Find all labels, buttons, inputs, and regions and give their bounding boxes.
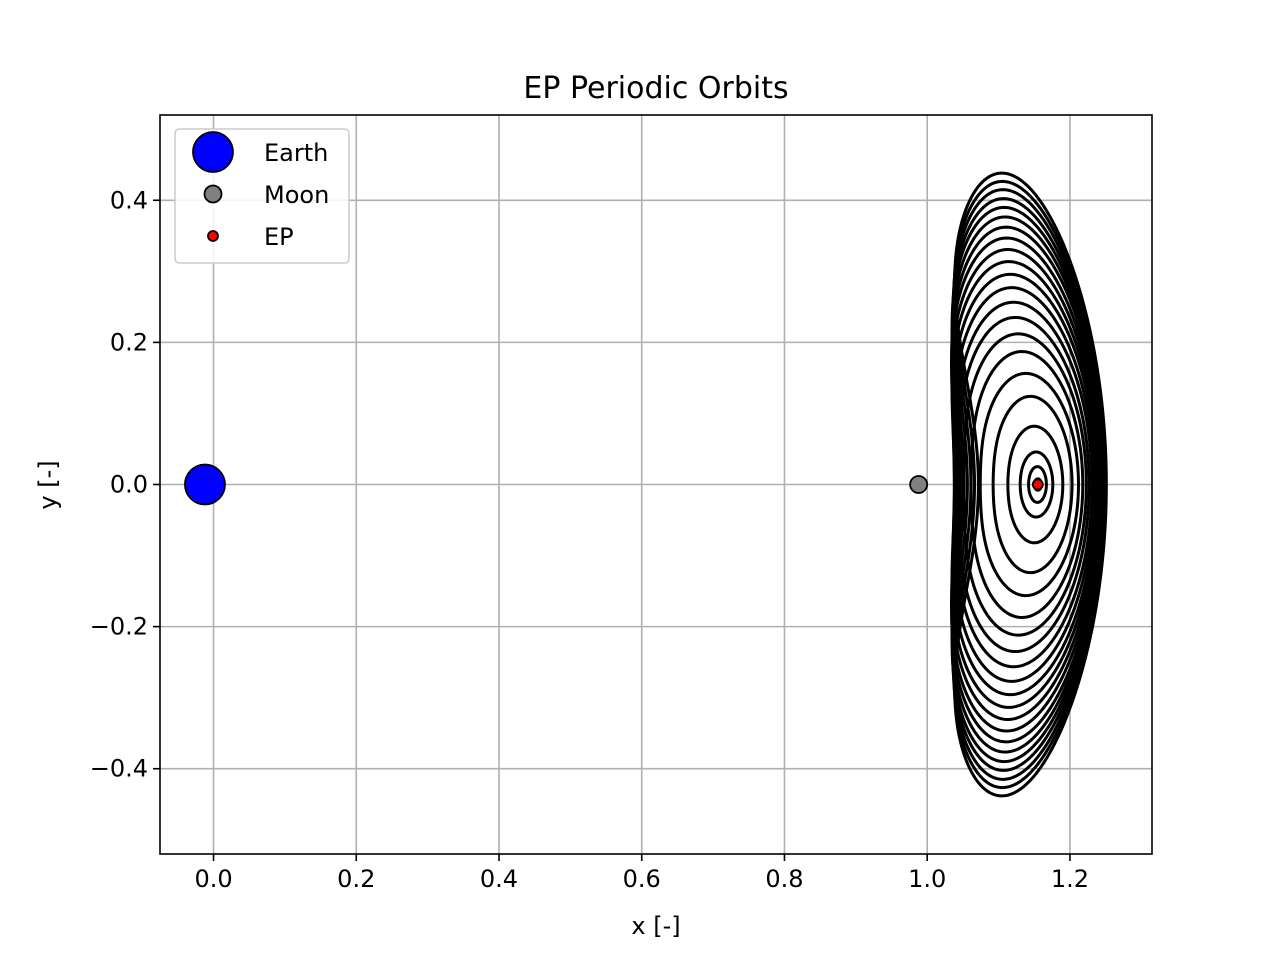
orbit-line (950, 215, 1105, 754)
orbit-line (951, 188, 1107, 781)
legend-marker-moon (203, 184, 223, 204)
x-tick-label: 1.0 (908, 865, 946, 893)
orbit-line (952, 179, 1108, 790)
legend: Earth Moon EP (174, 128, 350, 264)
y-tick-label: −0.2 (90, 613, 148, 641)
ep-marker (1031, 478, 1044, 491)
x-tick-label: 0.6 (623, 865, 661, 893)
orbit-line (1018, 450, 1055, 519)
plot-area (184, 171, 1108, 798)
moon-marker (909, 475, 929, 494)
x-tick-label: 0.8 (765, 865, 803, 893)
legend-marker-earth (192, 131, 234, 173)
legend-label-earth: Earth (264, 139, 328, 167)
y-tick-label: 0.2 (110, 328, 148, 356)
y-tick-label: −0.4 (90, 755, 148, 783)
x-tick-label: 1.2 (1051, 865, 1089, 893)
legend-label-moon: Moon (264, 181, 329, 209)
x-tick-label: 0.4 (480, 865, 518, 893)
orbit-line (949, 236, 1103, 733)
legend-entries: Earth Moon EP (192, 131, 329, 251)
orbit-line (1006, 424, 1065, 545)
orbit-line (950, 225, 1104, 744)
orbit-line (978, 371, 1080, 598)
earth-marker (184, 463, 226, 506)
orbit-line (950, 205, 1105, 764)
grid-lines (160, 115, 1152, 854)
chart-title: EP Periodic Orbits (523, 71, 788, 106)
y-tick-label: 0.4 (110, 186, 148, 214)
orbit-line (953, 171, 1108, 798)
x-tick-label: 0.2 (337, 865, 375, 893)
legend-marker-ep (207, 230, 219, 242)
y-tick-label: 0.0 (110, 471, 148, 499)
orbit-line (1027, 465, 1048, 504)
orbit-line (951, 197, 1106, 772)
y-axis-label: y [-] (34, 460, 62, 509)
x-tick-label: 0.0 (194, 865, 232, 893)
orbit-line (991, 394, 1074, 575)
legend-label-ep: EP (264, 223, 294, 251)
axis-ticks: 0.0 0.2 0.4 0.6 0.8 1.0 1.2 −0.4 −0.2 0.0 0.2 0.4 (90, 186, 1089, 893)
x-axis-label: x [-] (631, 912, 680, 940)
